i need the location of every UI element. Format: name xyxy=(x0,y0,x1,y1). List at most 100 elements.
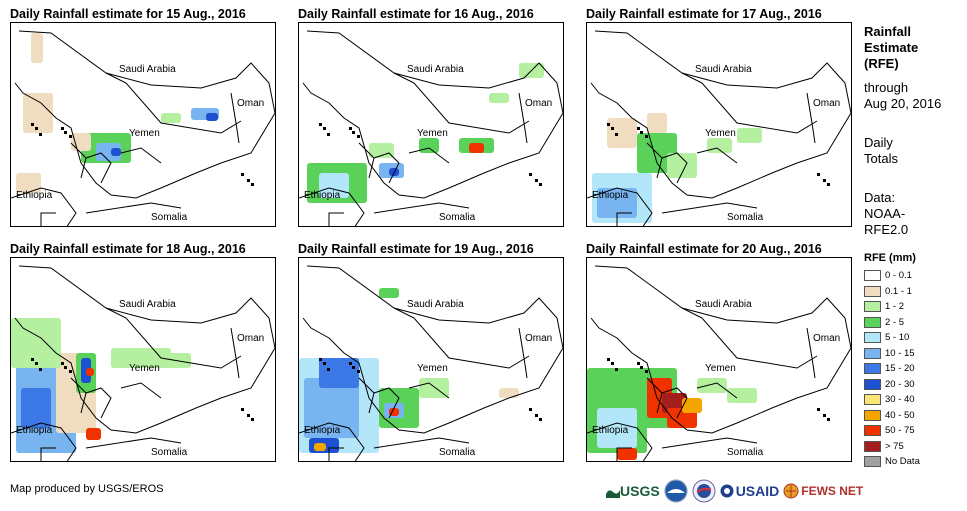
country-label-ethiopia: Ethiopia xyxy=(304,190,341,201)
island xyxy=(607,123,610,126)
legend-item: 50 - 75 xyxy=(864,423,964,439)
legend-item: 0.1 - 1 xyxy=(864,284,964,300)
island xyxy=(349,127,352,130)
saudi-yemen-border xyxy=(105,72,242,134)
island xyxy=(31,358,34,361)
map-drawing xyxy=(11,265,275,461)
rainfall-overlay xyxy=(11,318,191,453)
legend-label: 10 - 15 xyxy=(885,347,915,359)
side-title-line: (RFE) xyxy=(864,56,899,71)
island xyxy=(61,362,64,365)
country-label-ethiopia: Ethiopia xyxy=(592,190,629,201)
country-borders xyxy=(299,30,563,226)
arabian-peninsula-border xyxy=(14,30,275,199)
legend-title: RFE (mm) xyxy=(864,252,916,264)
island xyxy=(251,183,254,186)
legend-label: 1 - 2 xyxy=(885,301,905,313)
island xyxy=(35,127,38,130)
island xyxy=(69,135,72,138)
rainfall-patch xyxy=(617,448,637,460)
country-borders xyxy=(11,265,275,461)
island xyxy=(823,179,826,182)
rainfall-patch xyxy=(23,93,53,133)
horn-of-africa-border xyxy=(587,187,653,226)
horn-of-africa-border xyxy=(299,187,365,226)
coastal-islands xyxy=(319,123,542,186)
legend-label: No Data xyxy=(885,456,920,468)
oman-border xyxy=(806,92,816,144)
side-through: through Aug 20, 2016 xyxy=(864,80,941,112)
usgs-text: USGS xyxy=(620,483,660,499)
saudi-yemen-border xyxy=(105,307,242,369)
island xyxy=(69,370,72,373)
legend-label: 50 - 75 xyxy=(885,425,915,437)
legend-item: No Data xyxy=(864,454,964,470)
country-label-oman: Oman xyxy=(813,333,841,344)
island xyxy=(247,414,250,417)
rainfall-patch xyxy=(647,113,667,133)
credit-text: Map produced by USGS/EROS xyxy=(10,483,164,495)
legend-swatch xyxy=(864,332,881,344)
panel-title: Daily Rainfall estimate for 17 Aug., 201… xyxy=(586,7,822,21)
legend-swatch xyxy=(864,456,881,468)
yemen-governorates xyxy=(70,142,162,184)
rainfall-patch xyxy=(737,128,762,143)
legend-item: 2 - 5 xyxy=(864,315,964,331)
island xyxy=(64,131,67,134)
legend-item: 20 - 30 xyxy=(864,377,964,393)
legend-label: 15 - 20 xyxy=(885,363,915,375)
island xyxy=(39,133,42,136)
island xyxy=(349,362,352,365)
panel-title: Daily Rainfall estimate for 19 Aug., 201… xyxy=(298,242,534,256)
somalia-coast xyxy=(373,202,470,214)
island xyxy=(61,127,64,130)
rainfall-patch xyxy=(304,378,359,438)
map-panel-20aug: Daily Rainfall estimate for 20 Aug., 201… xyxy=(586,242,852,462)
island xyxy=(615,133,618,136)
country-label-ethiopia: Ethiopia xyxy=(304,425,341,436)
data-source: RFE2.0 xyxy=(864,222,909,237)
saudi-yemen-border xyxy=(681,307,818,369)
legend-items: 0 - 0.1 0.1 - 1 1 - 2 2 - 5 5 - 10 10 - 15 15 … xyxy=(864,268,964,470)
island xyxy=(645,135,648,138)
island xyxy=(31,123,34,126)
rainfall-patch xyxy=(319,358,359,388)
legend-swatch xyxy=(864,347,881,359)
map-panel-18aug: Daily Rainfall estimate for 18 Aug., 201… xyxy=(10,242,276,462)
island xyxy=(529,173,532,176)
legend-item: 0 - 0.1 xyxy=(864,268,964,284)
legend-swatch xyxy=(864,316,881,328)
legend-swatch xyxy=(864,394,881,406)
legend-swatch xyxy=(864,285,881,297)
panel-title: Daily Rainfall estimate for 15 Aug., 201… xyxy=(10,7,246,21)
country-label-yemen: Yemen xyxy=(417,363,448,374)
somalia-coast xyxy=(85,202,182,214)
fews-net-logo: FEWS NET xyxy=(783,483,863,499)
rainfall-patch xyxy=(86,368,94,376)
island xyxy=(39,368,42,371)
rainfall-patch xyxy=(161,113,181,123)
country-label-somalia: Somalia xyxy=(727,212,764,223)
rainfall-overlay xyxy=(16,33,219,193)
oman-border xyxy=(230,92,240,144)
country-label-saudi: Saudi Arabia xyxy=(119,299,176,310)
oman-border xyxy=(230,327,240,379)
island xyxy=(357,370,360,373)
island xyxy=(327,368,330,371)
panel-title: Daily Rainfall estimate for 16 Aug., 201… xyxy=(298,7,534,21)
rainfall-map: Saudi Arabia Oman Yemen Ethiopia Somalia xyxy=(586,257,852,462)
horn-of-africa-border xyxy=(299,422,365,461)
island xyxy=(823,414,826,417)
legend-label: 0.1 - 1 xyxy=(885,285,912,297)
rainfall-patch xyxy=(707,138,732,153)
country-borders xyxy=(299,265,563,461)
country-label-yemen: Yemen xyxy=(417,128,448,139)
somalia-coast xyxy=(373,437,470,449)
legend-swatch xyxy=(864,378,881,390)
island xyxy=(817,173,820,176)
horn-of-africa-border xyxy=(587,422,653,461)
coastal-islands xyxy=(607,358,830,421)
arabian-peninsula-border xyxy=(590,265,851,434)
legend-label: > 75 xyxy=(885,440,904,452)
yemen-governorates xyxy=(646,377,738,419)
